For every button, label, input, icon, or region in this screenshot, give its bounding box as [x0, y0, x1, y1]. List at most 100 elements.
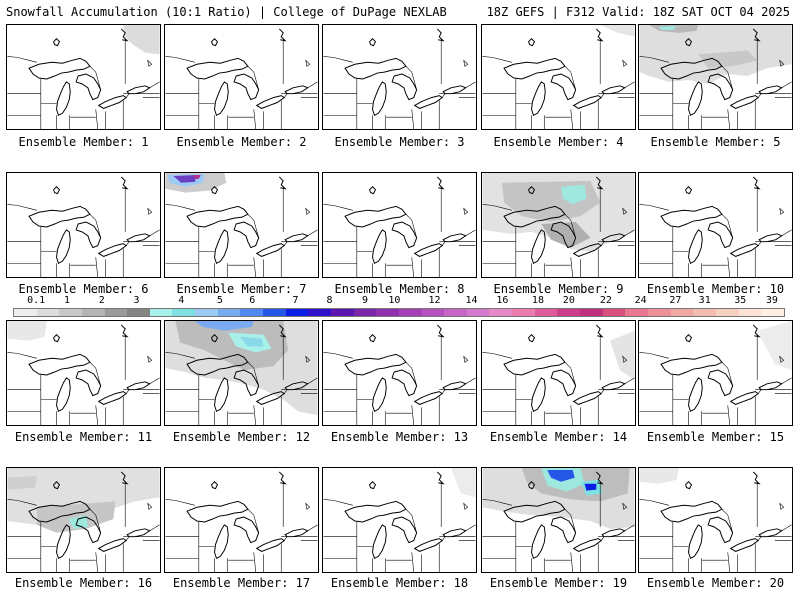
member-label-14: Ensemble Member: 14 — [489, 430, 628, 444]
member-label-7: Ensemble Member: 7 — [176, 282, 307, 296]
colorbar-tick-label: 16 — [496, 295, 509, 306]
member-label-16: Ensemble Member: 16 — [14, 576, 153, 590]
map-panel-member-5 — [638, 24, 793, 130]
colorbar-segment — [625, 309, 648, 316]
colorbar-tick-label: 14 — [465, 295, 478, 306]
map-panel-member-15 — [638, 320, 793, 426]
map-panel-member-2 — [164, 24, 319, 130]
map-title: Snowfall Accumulation (10:1 Ratio) | Col… — [6, 5, 447, 19]
colorbar-segment — [353, 309, 377, 316]
map-panel-member-1 — [6, 24, 161, 130]
member-label-4: Ensemble Member: 4 — [493, 135, 624, 149]
member-label-15: Ensemble Member: 15 — [646, 430, 785, 444]
colorbar-segment — [240, 309, 264, 316]
colorbar-segment — [172, 309, 196, 316]
colorbar-segment — [127, 309, 150, 316]
colorbar-segment — [602, 309, 626, 316]
colorbar-tick-label: 22 — [599, 295, 612, 306]
colorbar-tick-label: 6 — [249, 295, 256, 306]
colorbar-segment — [761, 309, 784, 316]
colorbar-tick-label: 7 — [292, 295, 299, 306]
map-panel-member-16 — [6, 467, 161, 573]
colorbar-segment — [557, 309, 581, 316]
colorbar-tick-label: 24 — [634, 295, 647, 306]
colorbar-segment — [489, 309, 513, 316]
colorbar-tick-label: 2 — [98, 295, 105, 306]
colorbar-segment — [670, 309, 694, 316]
map-panel-member-17 — [164, 467, 319, 573]
colorbar-tick-label: 1 — [64, 295, 71, 306]
colorbar-segment — [149, 309, 173, 316]
member-label-12: Ensemble Member: 12 — [172, 430, 311, 444]
map-panel-member-4 — [481, 24, 636, 130]
member-label-13: Ensemble Member: 13 — [330, 430, 469, 444]
colorbar-tick-label: 12 — [428, 295, 441, 306]
model-valid-time: 18Z GEFS | F312 Valid: 18Z SAT OCT 04 20… — [486, 5, 790, 19]
map-panel-member-10 — [638, 172, 793, 278]
member-label-3: Ensemble Member: 3 — [334, 135, 465, 149]
colorbar-segment — [285, 309, 309, 316]
member-label-17: Ensemble Member: 17 — [172, 576, 311, 590]
map-panel-member-6 — [6, 172, 161, 278]
map-panel-member-11 — [6, 320, 161, 426]
colorbar-segment — [693, 309, 716, 316]
member-label-1: Ensemble Member: 1 — [18, 135, 149, 149]
colorbar-tick-label: 39 — [765, 295, 778, 306]
map-panel-member-18 — [322, 467, 477, 573]
colorbar — [13, 308, 785, 317]
colorbar-tick-label: 5 — [216, 295, 223, 306]
colorbar-segment — [376, 309, 399, 316]
member-label-18: Ensemble Member: 18 — [330, 576, 469, 590]
colorbar-segment — [647, 309, 671, 316]
colorbar-segment — [36, 309, 60, 316]
map-panel-member-7 — [164, 172, 319, 278]
colorbar-tick-label: 3 — [133, 295, 140, 306]
colorbar-segment — [512, 309, 535, 316]
colorbar-tick-label: 27 — [669, 295, 682, 306]
member-label-10: Ensemble Member: 10 — [646, 282, 785, 296]
colorbar-segment — [444, 309, 467, 316]
colorbar-segment — [14, 309, 37, 316]
colorbar-segment — [534, 309, 558, 316]
colorbar-segment — [398, 309, 422, 316]
colorbar-tick-label: 9 — [362, 295, 369, 306]
colorbar-segment — [104, 309, 128, 316]
member-label-11: Ensemble Member: 11 — [14, 430, 153, 444]
colorbar-segment — [715, 309, 739, 316]
colorbar-tick-label: 35 — [734, 295, 747, 306]
map-panel-member-14 — [481, 320, 636, 426]
colorbar-segment — [738, 309, 762, 316]
map-panel-member-20 — [638, 467, 793, 573]
map-panel-member-19 — [481, 467, 636, 573]
member-label-20: Ensemble Member: 20 — [646, 576, 785, 590]
map-panel-member-3 — [322, 24, 477, 130]
colorbar-segment — [81, 309, 105, 316]
colorbar-segment — [421, 309, 445, 316]
colorbar-segment — [308, 309, 331, 316]
colorbar-segment — [263, 309, 286, 316]
colorbar-tick-label: 10 — [388, 295, 401, 306]
member-label-5: Ensemble Member: 5 — [650, 135, 781, 149]
colorbar-tick-label: 31 — [698, 295, 711, 306]
map-panel-member-8 — [322, 172, 477, 278]
colorbar-segment — [330, 309, 354, 316]
colorbar-tick-label: 0.1 — [27, 295, 46, 306]
map-panel-member-12 — [164, 320, 319, 426]
member-label-19: Ensemble Member: 19 — [489, 576, 628, 590]
map-panel-member-13 — [322, 320, 477, 426]
map-panel-member-9 — [481, 172, 636, 278]
colorbar-tick-label: 4 — [178, 295, 185, 306]
member-label-9: Ensemble Member: 9 — [493, 282, 624, 296]
colorbar-tick-label: 20 — [562, 295, 575, 306]
colorbar-segment — [195, 309, 218, 316]
colorbar-segment — [59, 309, 82, 316]
member-label-6: Ensemble Member: 6 — [18, 282, 149, 296]
colorbar-tick-label: 8 — [326, 295, 333, 306]
colorbar-segment — [466, 309, 490, 316]
colorbar-tick-label: 18 — [531, 295, 544, 306]
colorbar-segment — [217, 309, 241, 316]
member-label-2: Ensemble Member: 2 — [176, 135, 307, 149]
colorbar-ticks: 0.1 1 2 3 4 5 6 7 8 9 10 12 14 16 18 20 22 24 27 31 35 39 — [13, 295, 785, 309]
member-label-8: Ensemble Member: 8 — [334, 282, 465, 296]
colorbar-segment — [580, 309, 603, 316]
